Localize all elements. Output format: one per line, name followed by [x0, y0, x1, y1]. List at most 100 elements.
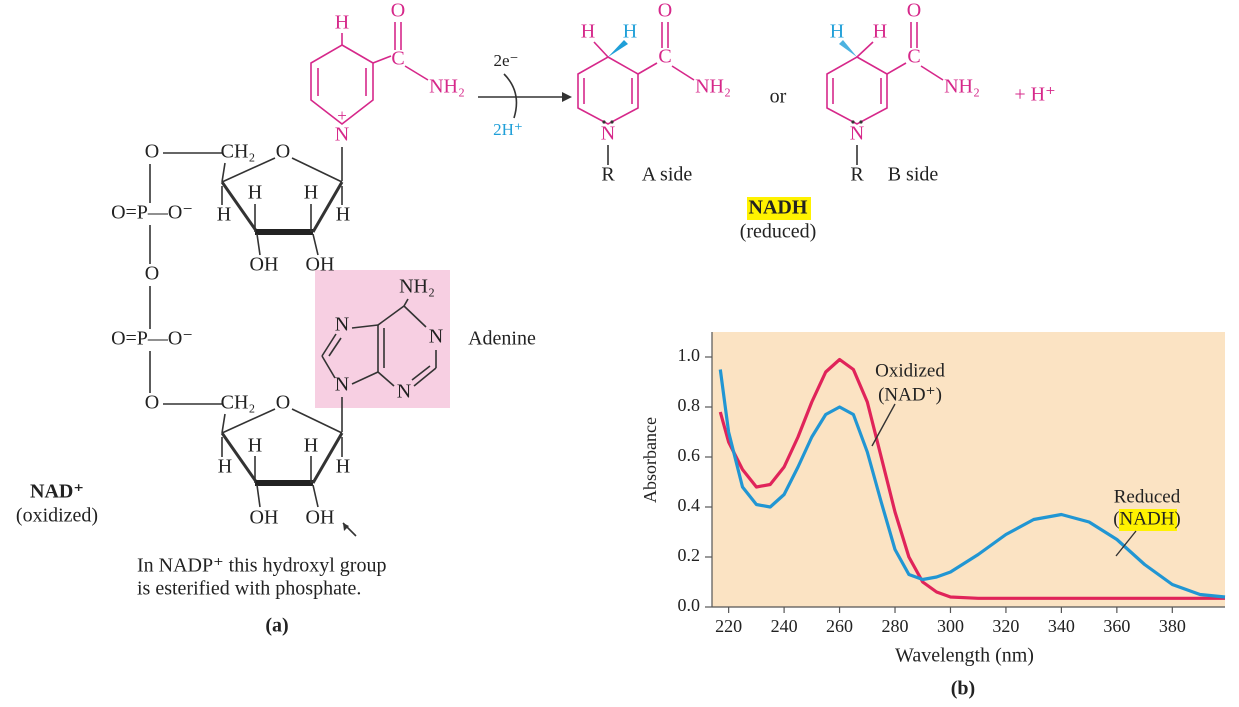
atom: O=P—O⁻ [111, 202, 193, 224]
reaction: 2e⁻ 2H⁺ H H O C NH₂ N R H H [478, 0, 1056, 243]
y-tick-label: 0.8 [678, 395, 701, 415]
y-tick-label: 0.6 [678, 445, 701, 465]
product-state: (reduced) [740, 221, 817, 243]
bond [312, 484, 319, 508]
y-tick-label: 0.2 [678, 545, 701, 565]
electrons: 2e⁻ [493, 51, 518, 70]
bond [637, 62, 658, 75]
bond [312, 233, 319, 256]
atom: N [429, 326, 443, 348]
atom: R [850, 164, 864, 186]
bond [321, 333, 337, 357]
bond [256, 233, 261, 256]
absorbance-chart: 0.0 0.2 0.4 0.6 0.8 1.0 220 240 260 280 300 320 340 3… [640, 332, 1226, 700]
atom: H [830, 21, 844, 43]
series-line [718, 357, 1225, 600]
caption: (b) [951, 678, 975, 700]
bond [377, 371, 395, 387]
atom: H [623, 21, 637, 43]
ring-bond [826, 56, 888, 125]
bond [593, 41, 609, 58]
arrow-head [562, 92, 572, 102]
curved-arrow [503, 73, 518, 119]
bond [221, 408, 276, 434]
y-tick-label: 1.0 [678, 345, 701, 365]
bond [403, 305, 427, 328]
x-tick-label: 280 [882, 616, 909, 636]
bond [413, 367, 437, 387]
side-label: B side [888, 164, 939, 186]
bond [311, 432, 344, 484]
y-axis-label: Absorbance [640, 417, 660, 503]
adenine-label: Adenine [468, 328, 536, 350]
atom: O=P—O⁻ [111, 328, 193, 350]
atom: O [145, 263, 159, 285]
atom: O [391, 0, 405, 22]
atom: CH₂ [221, 392, 256, 414]
atom: O [276, 141, 290, 163]
atom: O [907, 0, 921, 22]
y-tick-label: 0.0 [678, 595, 701, 615]
bond [351, 324, 379, 329]
lone-pair [610, 120, 614, 124]
x-tick-label: 320 [992, 616, 1019, 636]
atom: N [601, 123, 615, 145]
wedge-bond [608, 40, 628, 57]
atom: CH₂ [221, 141, 256, 163]
bond [321, 355, 336, 379]
bond [220, 181, 259, 233]
x-tick-label: 300 [937, 616, 964, 636]
atom: H [248, 182, 262, 204]
bond [377, 305, 405, 326]
atom: H [336, 456, 350, 478]
bond [351, 371, 379, 385]
product-label: NADH [749, 197, 808, 219]
side-label: A side [642, 164, 693, 186]
bond [404, 65, 429, 81]
lone-pair [859, 120, 863, 124]
leader-line [1115, 530, 1137, 557]
atom: O [658, 0, 672, 22]
protons: 2H⁺ [493, 120, 523, 139]
bond [221, 157, 276, 183]
atom: OH [306, 507, 335, 529]
arrow-head [343, 523, 349, 531]
atom: N [335, 314, 349, 336]
atom: NH₂ [695, 76, 731, 98]
bond [256, 484, 261, 508]
nad-label: NAD⁺ [30, 481, 84, 503]
atom: H [581, 21, 595, 43]
atom: C [907, 46, 920, 68]
bond [221, 413, 226, 434]
bond [221, 162, 226, 183]
x-tick-label: 380 [1159, 616, 1186, 636]
highlight [747, 197, 811, 220]
note: is esterified with phosphate. [137, 578, 361, 600]
atom: OH [250, 507, 279, 529]
atom: NH₂ [944, 76, 980, 98]
charge: + [337, 106, 347, 125]
atom: H [217, 204, 231, 226]
caption: (a) [265, 615, 288, 637]
atom: O [145, 392, 159, 414]
atom: H [218, 456, 232, 478]
nad-structure: H O C NH₂ + N O CH₂ O H H O=P—O⁻ H H OH … [16, 0, 536, 637]
x-tick-label: 220 [715, 616, 742, 636]
atom: H [335, 12, 349, 34]
bond [856, 41, 874, 58]
x-tick-label: 360 [1103, 616, 1130, 636]
legend-label: (NAD⁺) [878, 384, 942, 405]
bond [291, 157, 343, 183]
atom: H [336, 204, 350, 226]
atom: H [304, 435, 318, 457]
atom: C [391, 48, 404, 70]
atom: N [850, 123, 864, 145]
atom: OH [306, 254, 335, 276]
x-tick-label: 340 [1048, 616, 1075, 636]
atom: C [658, 46, 671, 68]
or-label: or [770, 86, 787, 108]
atom: NH₂ [429, 76, 465, 98]
x-tick-label: 240 [771, 616, 798, 636]
ring-bond [577, 56, 639, 125]
bond [920, 65, 944, 81]
